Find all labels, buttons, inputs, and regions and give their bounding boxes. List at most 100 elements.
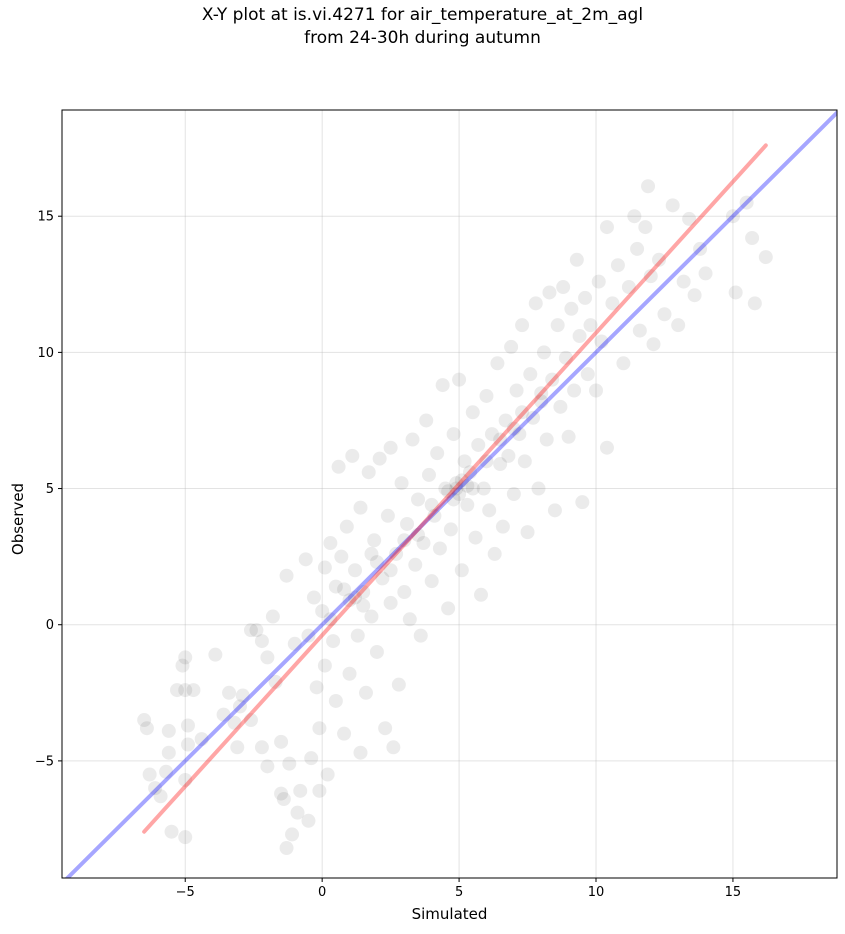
data-point xyxy=(312,721,327,736)
x-tick-label: 5 xyxy=(455,885,463,900)
data-point xyxy=(254,740,269,755)
data-point xyxy=(427,508,442,523)
data-point xyxy=(632,323,647,338)
y-tick-label: 15 xyxy=(37,210,54,225)
data-point xyxy=(515,405,530,420)
data-point xyxy=(454,563,469,578)
data-point xyxy=(512,427,527,442)
data-point xyxy=(413,628,428,643)
y-tick-label: 10 xyxy=(37,346,54,361)
data-point xyxy=(328,579,343,594)
data-point xyxy=(279,568,294,583)
data-point xyxy=(159,764,174,779)
data-point xyxy=(745,231,760,245)
data-point xyxy=(348,563,363,578)
data-point xyxy=(490,356,505,371)
data-point xyxy=(331,459,346,474)
identity-line xyxy=(64,110,837,878)
data-point xyxy=(589,383,604,398)
data-point xyxy=(583,318,598,333)
data-point xyxy=(233,699,248,714)
data-point xyxy=(572,329,587,344)
data-point xyxy=(446,492,461,507)
data-point xyxy=(369,644,384,659)
data-point xyxy=(137,713,152,728)
data-point xyxy=(178,650,193,665)
data-point xyxy=(361,465,376,480)
data-point xyxy=(495,519,510,534)
data-point xyxy=(424,497,439,512)
data-point xyxy=(430,446,445,461)
data-point xyxy=(323,536,338,551)
data-point xyxy=(545,372,560,387)
data-point xyxy=(364,546,379,561)
y-tick-label: 5 xyxy=(46,482,54,497)
data-point xyxy=(164,824,179,839)
data-point xyxy=(509,383,524,398)
data-point xyxy=(657,307,672,322)
data-point xyxy=(739,195,754,210)
data-point xyxy=(317,658,332,673)
data-point xyxy=(350,628,365,643)
data-point xyxy=(405,432,420,447)
data-point xyxy=(534,394,549,409)
data-point xyxy=(276,792,291,807)
data-point xyxy=(498,413,513,428)
data-point xyxy=(539,432,554,447)
data-point xyxy=(687,288,702,303)
data-point xyxy=(646,337,661,352)
data-point xyxy=(180,737,195,752)
data-point xyxy=(665,198,680,213)
data-point xyxy=(728,285,743,300)
data-point xyxy=(375,571,390,586)
data-point xyxy=(323,612,338,627)
data-point xyxy=(178,772,193,787)
data-point xyxy=(383,563,398,578)
data-point xyxy=(175,658,190,673)
data-point xyxy=(243,713,258,728)
data-point xyxy=(230,740,245,755)
chart-subtitle: from 24-30h during autumn xyxy=(304,28,541,48)
data-point xyxy=(526,410,541,425)
data-point xyxy=(274,786,289,801)
data-point xyxy=(465,481,480,496)
data-point xyxy=(682,211,697,226)
chart-title-line1: X-Y plot at is.vi.4271 for air_temperatu… xyxy=(201,5,644,25)
data-point xyxy=(534,386,549,401)
data-point xyxy=(449,481,464,496)
data-point xyxy=(337,726,352,741)
data-point xyxy=(378,721,393,736)
grid-lines xyxy=(62,110,837,878)
data-point xyxy=(651,252,666,267)
data-point xyxy=(758,250,773,265)
data-point xyxy=(282,756,297,771)
data-point xyxy=(290,805,305,820)
data-point xyxy=(315,604,330,619)
data-point xyxy=(170,683,185,698)
data-point xyxy=(268,674,283,689)
data-point xyxy=(186,683,201,698)
data-point xyxy=(479,454,494,469)
data-point xyxy=(536,345,551,360)
data-point xyxy=(397,533,412,548)
data-point xyxy=(142,767,157,782)
data-point xyxy=(671,318,686,333)
data-point xyxy=(421,467,436,482)
data-point xyxy=(356,598,371,613)
data-point xyxy=(342,593,357,608)
data-point xyxy=(372,451,387,466)
data-point xyxy=(594,334,609,349)
fit-lines xyxy=(64,110,837,878)
data-point xyxy=(591,274,606,289)
data-point xyxy=(471,437,486,452)
data-point xyxy=(542,285,557,300)
chart-title: X-Y plot at is.vi.4271 for air_temperatu… xyxy=(0,4,845,50)
data-point xyxy=(460,478,475,493)
data-point xyxy=(446,427,461,442)
data-point xyxy=(309,680,324,695)
data-point xyxy=(599,440,614,455)
data-point xyxy=(208,647,223,662)
data-point xyxy=(473,587,488,602)
data-point xyxy=(575,495,590,510)
data-point xyxy=(317,560,332,575)
